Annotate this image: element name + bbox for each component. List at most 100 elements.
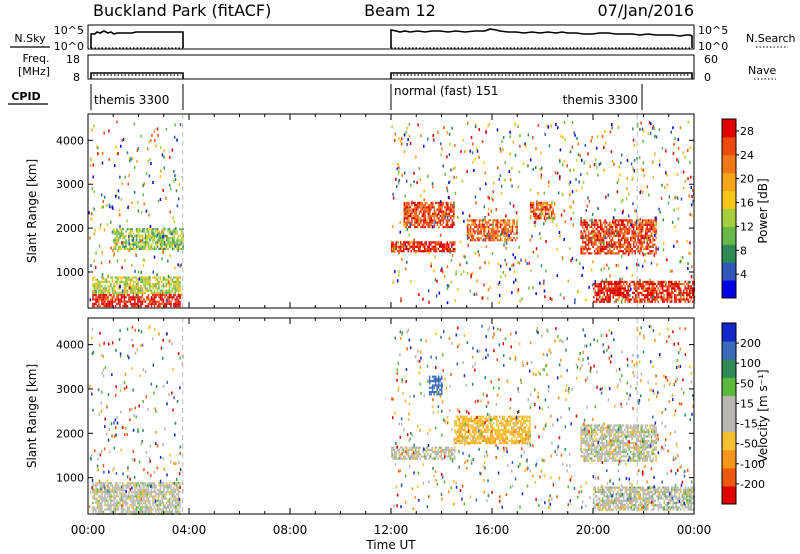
data-cell xyxy=(689,213,691,217)
data-cell xyxy=(468,223,470,226)
data-cell xyxy=(125,302,127,305)
data-cell xyxy=(168,285,171,288)
data-cell xyxy=(427,245,429,248)
data-cell xyxy=(631,239,633,242)
data-cell xyxy=(609,294,611,297)
data-cell xyxy=(610,245,612,248)
data-cell xyxy=(487,230,490,233)
nsky-tick-bottom: 10^0 xyxy=(54,40,84,53)
data-cell xyxy=(164,247,166,251)
data-cell xyxy=(678,291,680,294)
colorbar-tick-label: 12 xyxy=(740,220,754,233)
data-cell xyxy=(152,499,154,502)
data-cell xyxy=(177,482,180,485)
y-tick-label: 4000 xyxy=(56,134,84,147)
data-cell xyxy=(648,120,651,124)
data-cell xyxy=(497,262,499,266)
data-cell xyxy=(171,296,174,299)
data-cell xyxy=(495,225,497,229)
data-cell xyxy=(689,146,691,150)
data-cell xyxy=(629,250,632,253)
data-cell xyxy=(638,252,641,255)
data-cell xyxy=(168,228,171,231)
data-cell xyxy=(460,424,462,427)
data-cell xyxy=(589,252,591,255)
data-cell xyxy=(510,230,512,233)
data-cell xyxy=(414,204,416,207)
data-cell xyxy=(117,241,120,244)
data-cell xyxy=(146,486,148,489)
data-cell xyxy=(531,201,533,204)
data-cell xyxy=(108,506,111,509)
data-cell xyxy=(617,230,620,233)
data-cell xyxy=(153,501,156,505)
data-cell xyxy=(152,283,154,286)
data-cell xyxy=(176,296,178,299)
data-cell xyxy=(438,226,440,229)
data-cell xyxy=(671,283,673,286)
data-cell xyxy=(138,236,141,240)
data-cell xyxy=(422,245,424,248)
data-cell xyxy=(155,283,157,286)
data-cell xyxy=(627,298,629,301)
data-cell xyxy=(504,258,506,262)
data-cell xyxy=(393,247,396,251)
data-cell xyxy=(158,236,160,240)
data-cell xyxy=(179,490,181,494)
data-cell xyxy=(593,163,596,167)
data-cell xyxy=(135,241,138,244)
data-cell xyxy=(138,277,140,281)
data-cell xyxy=(135,287,138,290)
data-cell xyxy=(128,294,130,297)
data-cell xyxy=(507,221,509,224)
data-cell xyxy=(177,504,180,507)
data-cell xyxy=(487,225,490,229)
data-cell xyxy=(500,232,502,236)
data-cell xyxy=(632,234,635,237)
data-cell xyxy=(174,244,176,248)
data-cell xyxy=(102,277,104,280)
data-cell xyxy=(478,253,480,257)
data-cell xyxy=(443,250,445,253)
data-cell xyxy=(614,252,617,255)
data-cell xyxy=(626,283,628,286)
data-cell xyxy=(117,506,120,509)
data-cell xyxy=(610,250,612,253)
data-cell xyxy=(603,168,605,172)
data-cell xyxy=(429,212,431,215)
data-cell xyxy=(653,225,656,229)
data-cell xyxy=(680,259,683,263)
data-cell xyxy=(117,189,120,193)
data-cell xyxy=(168,302,171,305)
data-cell xyxy=(116,506,118,509)
data-cell xyxy=(666,296,668,299)
data-cell xyxy=(102,296,105,299)
data-cell xyxy=(114,506,117,509)
data-cell xyxy=(564,138,566,141)
data-cell xyxy=(158,247,160,251)
data-cell xyxy=(639,246,642,250)
data-cell xyxy=(141,278,144,281)
y-tick-label: 3000 xyxy=(56,178,84,191)
data-cell xyxy=(143,230,145,233)
data-cell xyxy=(492,190,494,194)
data-cell xyxy=(610,225,612,229)
data-cell xyxy=(167,243,169,246)
data-cell xyxy=(654,134,656,138)
data-cell xyxy=(420,206,422,209)
data-cell xyxy=(413,238,415,242)
data-cell xyxy=(648,193,650,197)
data-cell xyxy=(93,207,95,211)
data-cell xyxy=(159,234,162,237)
data-cell xyxy=(110,506,112,509)
data-cell xyxy=(423,144,425,148)
data-cell xyxy=(423,206,425,209)
data-cell xyxy=(601,245,603,248)
data-cell xyxy=(132,508,135,511)
data-cell xyxy=(394,451,396,454)
data-cell xyxy=(399,221,401,224)
data-cell xyxy=(137,280,139,283)
data-cell xyxy=(666,289,668,292)
data-cell xyxy=(129,499,132,502)
